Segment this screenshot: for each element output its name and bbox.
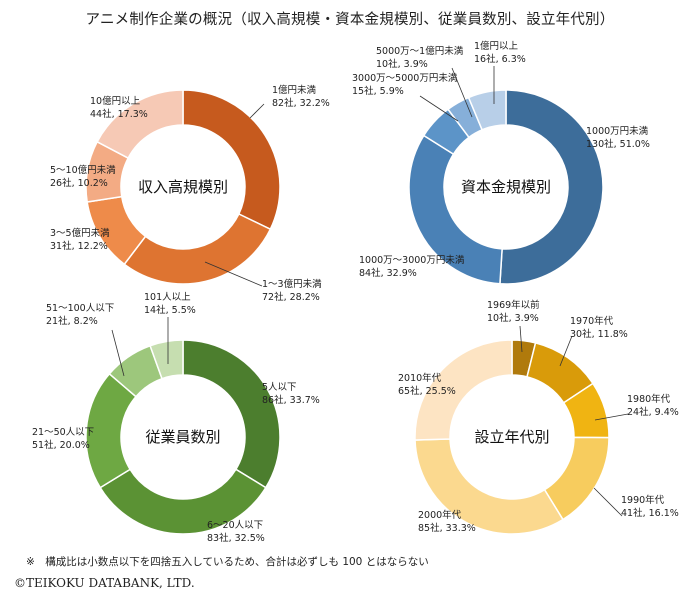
slice-label-value: 83社, 32.5% — [207, 532, 265, 544]
donut-center-title: 従業員数別 — [145, 428, 220, 446]
slice-label-value: 85社, 33.3% — [418, 522, 476, 534]
donut-slice — [149, 339, 184, 380]
label-leader-line — [419, 95, 459, 122]
slice-label-value: 10社, 3.9% — [376, 58, 428, 70]
slice-label-value: 130社, 51.0% — [586, 138, 650, 150]
label-leader-line — [249, 103, 265, 119]
donut-slice — [414, 438, 564, 535]
figure-title: アニメ制作企業の概況（収入高規模・資本金規模別、従業員数別、設立年代別） — [85, 12, 615, 28]
label-leader-line — [559, 335, 573, 367]
slice-label-value: 51社, 20.0% — [32, 439, 90, 451]
slice-label-name: 2000年代 — [418, 509, 462, 521]
donut-center-title: 収入高規模別 — [138, 178, 228, 196]
slice-label-value: 41社, 16.1% — [621, 507, 679, 519]
donut-slice — [99, 468, 267, 535]
slice-label-value: 72社, 28.2% — [262, 291, 320, 303]
slice-label-name: 3～5億円未満 — [50, 227, 110, 239]
slice-label-name: 5000万～1億円未満 — [376, 45, 464, 57]
label-leader-line — [111, 329, 125, 377]
slice-label-name: 10億円以上 — [90, 95, 141, 107]
slice-label-name: 21～50人以下 — [32, 427, 94, 438]
slice-label-value: 10社, 3.9% — [487, 312, 539, 324]
slice-label-name: 5人以下 — [262, 382, 297, 393]
donut-center-title: 設立年代別 — [474, 428, 549, 446]
donut-slice — [408, 134, 503, 285]
footnote: ※ 構成比は小数点以下を四捨五入しているため、合計は必ずしも 100 とはならな… — [26, 556, 429, 568]
slice-label-value: 16社, 6.3% — [474, 53, 526, 65]
slice-label-name: 1億円未満 — [272, 84, 317, 96]
label-leader-line — [593, 487, 623, 517]
slice-label-name: 2010年代 — [398, 372, 442, 384]
slice-label-name: 1～3億円未満 — [262, 278, 322, 290]
donut-slice — [123, 212, 272, 285]
slice-label-value: 82社, 32.2% — [272, 97, 330, 109]
slice-label-value: 21社, 8.2% — [46, 315, 98, 327]
copyright-text: ©TEIKOKU DATABANK, LTD. — [14, 576, 195, 590]
slice-label-name: 1969年以前 — [487, 299, 540, 311]
donut-slice — [182, 89, 281, 231]
slice-label-value: 26社, 10.2% — [50, 177, 108, 189]
slice-label-value: 65社, 25.5% — [398, 385, 456, 397]
donut-center-title: 資本金規模別 — [461, 178, 551, 196]
label-leader-line — [519, 325, 523, 353]
slice-label-name: 1970年代 — [570, 315, 614, 327]
donut-slice — [182, 339, 281, 489]
slice-label-value: 15社, 5.9% — [352, 85, 404, 97]
slice-label-name: 1億円以上 — [474, 40, 519, 52]
slice-label-name: 5～10億円未満 — [50, 164, 116, 176]
slice-label-name: 3000万～5000万円未満 — [352, 72, 458, 84]
slice-label-name: 1000万～3000万円未満 — [359, 254, 465, 266]
slice-label-name: 6～20人以下 — [207, 520, 263, 531]
donut-slice — [96, 89, 184, 160]
slice-label-name: 101人以上 — [144, 292, 191, 303]
slice-label-value: 24社, 9.4% — [627, 406, 679, 418]
slice-label-name: 1980年代 — [627, 393, 671, 405]
donut-slice — [414, 339, 513, 441]
slice-label-name: 51～100人以下 — [46, 303, 114, 314]
slice-label-value: 84社, 32.9% — [359, 267, 417, 279]
slice-label-value: 30社, 11.8% — [570, 328, 628, 340]
slice-label-value: 31社, 12.2% — [50, 240, 108, 252]
donut-slice — [467, 89, 507, 131]
slice-label-value: 86社, 33.7% — [262, 394, 320, 406]
slice-label-name: 1990年代 — [621, 494, 665, 506]
slice-label-name: 1000万円未満 — [586, 125, 649, 137]
label-leader-line — [204, 261, 263, 287]
label-leader-line — [594, 413, 629, 421]
slice-label-value: 14社, 5.5% — [144, 304, 196, 316]
label-leader-line — [451, 67, 473, 118]
donut-slice — [499, 89, 604, 285]
slice-label-value: 44社, 17.3% — [90, 108, 148, 120]
